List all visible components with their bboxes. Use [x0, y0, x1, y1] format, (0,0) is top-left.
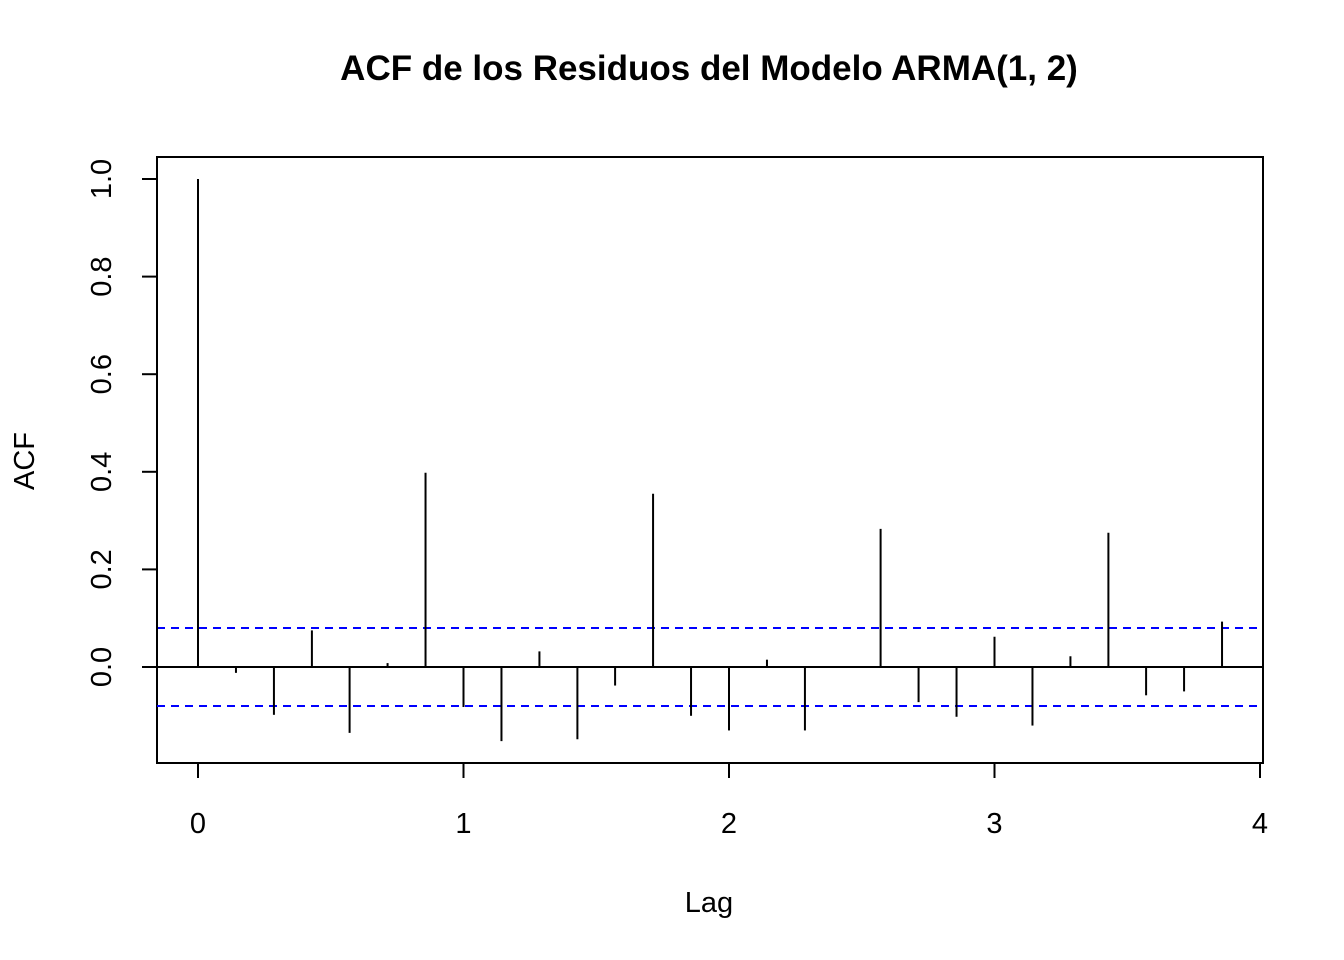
- x-tick-label: 2: [721, 808, 737, 840]
- y-tick-label: 0.6: [86, 354, 118, 394]
- y-axis: 0.0 0.2 0.4 0.6 0.8 1.0: [86, 159, 158, 687]
- plot-frame: [156, 156, 1264, 764]
- x-tick-label: 1: [455, 808, 471, 840]
- x-tick-label: 3: [986, 808, 1002, 840]
- y-tick-label: 0.4: [86, 452, 118, 492]
- chart-title: ACF de los Residuos del Modelo ARMA(1, 2…: [340, 49, 1078, 88]
- y-tick-label: 0.2: [86, 549, 118, 589]
- y-tick-label: 0.0: [86, 647, 118, 687]
- x-tick-label: 0: [190, 808, 206, 840]
- acf-bars: [157, 179, 1263, 742]
- y-axis-label: ACF: [9, 432, 41, 490]
- x-tick-label: 4: [1252, 808, 1268, 840]
- y-tick-label: 1.0: [86, 159, 118, 199]
- x-axis-label: Lag: [685, 887, 733, 919]
- y-tick-label: 0.8: [86, 256, 118, 296]
- x-axis: 0 1 2 3 4: [190, 762, 1268, 840]
